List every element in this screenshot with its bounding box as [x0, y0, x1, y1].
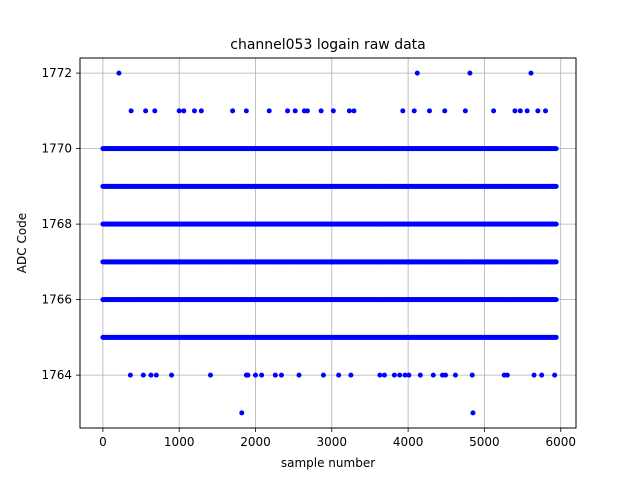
axis-ticks: 0 1000 2000 3000 4000 5000 6000 1764 1766 1768 177…: [41, 66, 576, 449]
data-point: [318, 108, 324, 114]
data-point: [198, 108, 204, 114]
data-point: [169, 372, 175, 378]
data-point: [452, 372, 458, 378]
data-point: [207, 372, 213, 378]
data-point: [351, 108, 357, 114]
data-point: [148, 372, 154, 378]
data-point: [524, 108, 530, 114]
data-point: [512, 108, 518, 114]
data-point: [230, 108, 236, 114]
data-point: [535, 108, 541, 114]
x-tick-label: 3000: [317, 435, 348, 449]
x-tick-label: 1000: [164, 435, 195, 449]
data-point: [346, 108, 352, 114]
y-axis-label: ADC Code: [15, 213, 29, 273]
data-point: [542, 108, 548, 114]
data-point: [296, 372, 302, 378]
y-tick-label: 1766: [41, 293, 72, 307]
x-axis-label: sample number: [281, 456, 375, 470]
data-point: [278, 372, 284, 378]
data-point: [539, 372, 545, 378]
data-point: [553, 221, 559, 227]
data-point: [259, 372, 265, 378]
data-point: [491, 108, 497, 114]
y-tick-label: 1764: [41, 368, 72, 382]
data-point: [245, 372, 251, 378]
data-point: [320, 372, 326, 378]
data-point: [152, 108, 158, 114]
data-point: [442, 108, 448, 114]
data-point: [243, 108, 249, 114]
data-point: [128, 108, 134, 114]
x-tick-label: 0: [99, 435, 107, 449]
data-point: [553, 297, 559, 303]
data-point: [377, 372, 383, 378]
y-tick-label: 1768: [41, 217, 72, 231]
x-tick-label: 4000: [393, 435, 424, 449]
data-points: [100, 70, 559, 416]
data-point: [348, 372, 354, 378]
data-point: [181, 108, 187, 114]
x-tick-label: 5000: [469, 435, 500, 449]
data-point: [531, 372, 537, 378]
data-point: [406, 372, 412, 378]
data-point: [336, 372, 342, 378]
data-point: [330, 108, 336, 114]
data-point: [504, 372, 510, 378]
data-point: [553, 334, 559, 340]
data-point: [469, 372, 475, 378]
data-point: [239, 410, 245, 416]
data-point: [191, 108, 197, 114]
data-point: [553, 183, 559, 189]
data-point: [304, 108, 310, 114]
data-point: [517, 108, 523, 114]
data-point: [253, 372, 259, 378]
data-point: [528, 70, 534, 76]
plot-frame: [79, 57, 577, 429]
data-point: [153, 372, 159, 378]
data-point: [430, 372, 436, 378]
data-point: [381, 372, 387, 378]
data-point: [553, 146, 559, 152]
x-tick-label: 2000: [240, 435, 271, 449]
data-point: [143, 108, 149, 114]
y-tick-label: 1770: [41, 142, 72, 156]
data-point: [552, 372, 558, 378]
data-point: [462, 108, 468, 114]
data-point: [397, 372, 403, 378]
data-point: [414, 70, 420, 76]
data-point: [443, 372, 449, 378]
x-tick-label: 6000: [545, 435, 576, 449]
data-point: [292, 108, 298, 114]
data-point: [127, 372, 133, 378]
data-point: [176, 108, 182, 114]
data-point: [553, 259, 559, 265]
data-point: [417, 372, 423, 378]
data-point: [467, 70, 473, 76]
data-point: [400, 108, 406, 114]
data-point: [402, 372, 408, 378]
chart-title: channel053 logain raw data: [230, 37, 425, 53]
data-point: [285, 108, 291, 114]
data-point: [272, 372, 278, 378]
y-tick-label: 1772: [41, 66, 72, 80]
data-point: [140, 372, 146, 378]
data-point: [426, 108, 432, 114]
data-point: [116, 70, 122, 76]
data-point: [411, 108, 417, 114]
data-point: [470, 410, 476, 416]
data-point: [391, 372, 397, 378]
data-point: [266, 108, 272, 114]
